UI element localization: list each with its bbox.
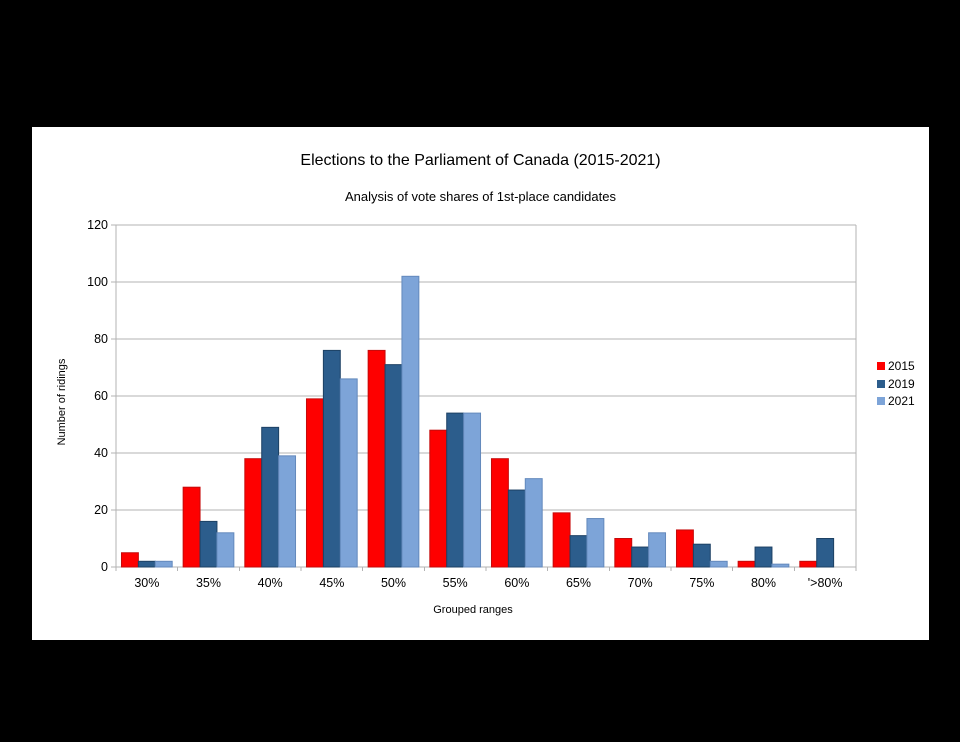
x-tick-label: 30% — [134, 576, 160, 590]
legend-label: 2015 — [888, 359, 915, 374]
x-tick-label: 80% — [750, 576, 777, 590]
bar-2015-75% — [675, 529, 694, 568]
bar-2015-30% — [120, 552, 139, 568]
bar-2015-50% — [367, 349, 386, 568]
y-tick-label: 40 — [94, 446, 108, 460]
y-tick-label: 100 — [87, 275, 108, 289]
y-tick-label: 80 — [94, 332, 108, 346]
bar-2019-40% — [261, 426, 280, 568]
bar-2019-'>80% — [816, 538, 835, 568]
y-tick-label: 120 — [87, 218, 108, 232]
y-tick-label: 20 — [94, 503, 108, 517]
bar-2019-50% — [384, 364, 403, 568]
bar-2021-80% — [771, 563, 790, 568]
legend: 2015 2019 2021 — [877, 359, 915, 409]
y-axis-title: Number of ridings — [56, 358, 68, 446]
bar-2015-'>80% — [799, 560, 818, 568]
bar-2019-65% — [569, 535, 588, 568]
x-tick-label: 40% — [257, 576, 283, 590]
legend-swatch-icon — [877, 379, 885, 388]
legend-label: 2021 — [888, 394, 915, 409]
legend-item-2019: 2019 — [877, 376, 915, 391]
bar-2021-55% — [463, 412, 482, 568]
bar-2015-60% — [490, 458, 509, 568]
legend-swatch-icon — [877, 362, 885, 371]
bar-2015-80% — [737, 560, 756, 568]
y-tick-label: 60 — [94, 389, 108, 403]
plot-area — [111, 224, 857, 571]
bar-2021-30% — [154, 560, 173, 568]
bar-2019-35% — [199, 520, 218, 568]
bar-2021-35% — [216, 532, 235, 568]
bar-2019-80% — [754, 546, 773, 568]
bar-2021-70% — [648, 532, 667, 568]
bar-2015-45% — [305, 398, 324, 568]
x-tick-label: 65% — [565, 576, 592, 590]
bar-2015-70% — [614, 538, 633, 568]
bar-2015-40% — [244, 458, 263, 568]
x-tick-label: '>80% — [807, 576, 843, 590]
bar-2015-55% — [429, 429, 448, 568]
chart-panel: Elections to the Parliament of Canada (2… — [32, 127, 929, 640]
x-axis-title: Grouped ranges — [433, 604, 513, 616]
y-tick-label: 0 — [101, 560, 108, 574]
x-tick-label: 35% — [195, 576, 222, 590]
bar-2019-70% — [631, 546, 650, 568]
bar-2015-65% — [552, 512, 571, 568]
legend-swatch-icon — [877, 397, 885, 406]
bar-2019-45% — [322, 349, 341, 568]
chart-title: Elections to the Parliament of Canada (2… — [300, 152, 661, 169]
x-tick-label: 75% — [689, 576, 715, 590]
bar-2021-65% — [586, 518, 605, 568]
x-tick-label: 55% — [442, 576, 468, 590]
bar-2021-50% — [401, 275, 420, 568]
bar-2019-60% — [507, 489, 526, 568]
bar-2019-30% — [137, 560, 156, 568]
x-tick-label: 60% — [504, 576, 530, 590]
x-tick-label: 45% — [319, 576, 345, 590]
bar-2021-45% — [339, 378, 358, 568]
bar-2021-60% — [524, 478, 543, 568]
bar-2021-40% — [278, 455, 297, 568]
bar-2015-35% — [182, 486, 201, 568]
legend-item-2021: 2021 — [877, 394, 915, 409]
bar-2019-75% — [692, 543, 711, 568]
x-tick-label: 50% — [380, 576, 407, 590]
legend-item-2015: 2015 — [877, 359, 915, 374]
legend-label: 2019 — [888, 376, 915, 391]
chart-subtitle: Analysis of vote shares of 1st-place can… — [345, 189, 616, 204]
x-tick-label: 70% — [627, 576, 653, 590]
bar-2019-55% — [446, 412, 465, 568]
bar-2021-75% — [709, 560, 728, 568]
